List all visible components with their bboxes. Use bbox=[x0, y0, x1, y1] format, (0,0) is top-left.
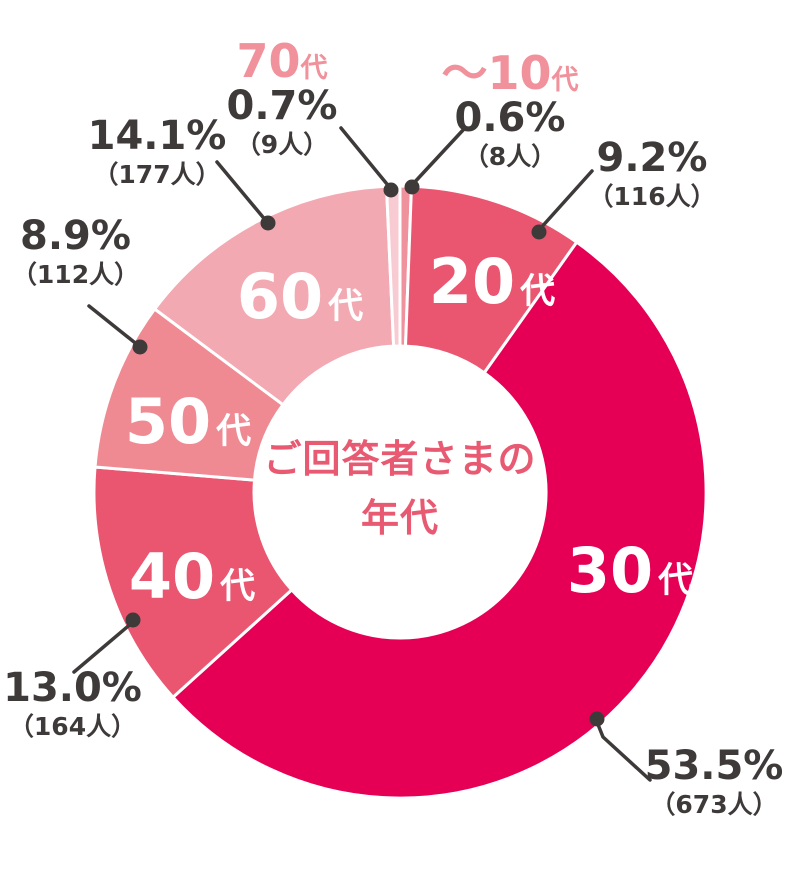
slice-60s bbox=[153, 184, 396, 407]
callout-60s-count: （177人） bbox=[93, 160, 221, 189]
slice-label-30s: 30 代 bbox=[567, 534, 693, 607]
callout-70s-title: 70代 bbox=[207, 38, 357, 84]
callout-20s-count: （116人） bbox=[588, 182, 716, 211]
chart-center-title: ご回答者さまの 年代 bbox=[234, 430, 566, 548]
callout-under10s-percent: 0.6% bbox=[454, 95, 566, 141]
slice-30s bbox=[171, 240, 708, 800]
chart-center-title-line2: 年代 bbox=[360, 495, 439, 540]
leader-line-50s bbox=[87, 304, 141, 348]
callout-under10s-count: （8人） bbox=[463, 142, 557, 171]
callout-30s: 53.5% （673人） bbox=[640, 744, 788, 820]
leader-line-70s bbox=[339, 126, 393, 191]
leader-dot-70s bbox=[383, 182, 399, 198]
slice-label-40s: 40 代 bbox=[129, 540, 255, 613]
slice-label-50s: 50 代 bbox=[125, 385, 251, 458]
leader-dot-20s bbox=[531, 224, 547, 240]
callout-70s-percent: 0.7% bbox=[226, 83, 338, 129]
callout-under10s-title-num: ～10 bbox=[441, 46, 552, 100]
callout-70s-count: （9人） bbox=[235, 130, 329, 159]
callout-20s: 9.2% （116人） bbox=[577, 136, 727, 212]
callout-70s: 70代 0.7% （9人） bbox=[207, 38, 357, 160]
leader-dot-10s bbox=[404, 179, 420, 195]
leader-line-60s bbox=[215, 160, 269, 224]
leader-dot-40s bbox=[125, 612, 141, 628]
callout-under10s-title-suffix: 代 bbox=[551, 65, 579, 96]
callout-40s-count: （164人） bbox=[8, 712, 137, 741]
callout-60s: 14.1% （177人） bbox=[82, 114, 232, 190]
callout-50s-percent: 8.9% bbox=[20, 213, 131, 259]
callout-50s: 8.9% （112人） bbox=[3, 214, 148, 290]
leader-dot-60s bbox=[260, 215, 276, 231]
callout-70s-title-suffix: 代 bbox=[300, 53, 328, 84]
leader-dot-50s bbox=[132, 339, 148, 355]
leader-line-20s bbox=[537, 169, 594, 232]
callout-40s-percent: 13.0% bbox=[3, 665, 142, 711]
callout-50s-count: （112人） bbox=[11, 260, 140, 289]
callout-70s-title-num: 70 bbox=[236, 34, 301, 88]
callout-under10s: ～10代 0.6% （8人） bbox=[435, 50, 585, 172]
callout-20s-percent: 9.2% bbox=[596, 135, 708, 181]
callout-30s-percent: 53.5% bbox=[644, 743, 784, 789]
callout-under10s-title: ～10代 bbox=[435, 50, 585, 96]
leader-line-30s bbox=[595, 720, 652, 782]
slice-label-20s: 20 代 bbox=[429, 245, 555, 318]
chart-center-title-line1: ご回答者さまの bbox=[263, 437, 537, 481]
slice-label-60s: 60 代 bbox=[237, 260, 363, 333]
callout-60s-percent: 14.1% bbox=[87, 113, 227, 159]
leader-line-10s bbox=[410, 127, 466, 187]
callout-40s: 13.0% （164人） bbox=[0, 666, 145, 742]
slice-40s bbox=[92, 465, 294, 699]
leader-dot-30s bbox=[589, 711, 605, 727]
callout-30s-count: （673人） bbox=[650, 790, 778, 819]
leader-line-40s bbox=[72, 620, 135, 674]
